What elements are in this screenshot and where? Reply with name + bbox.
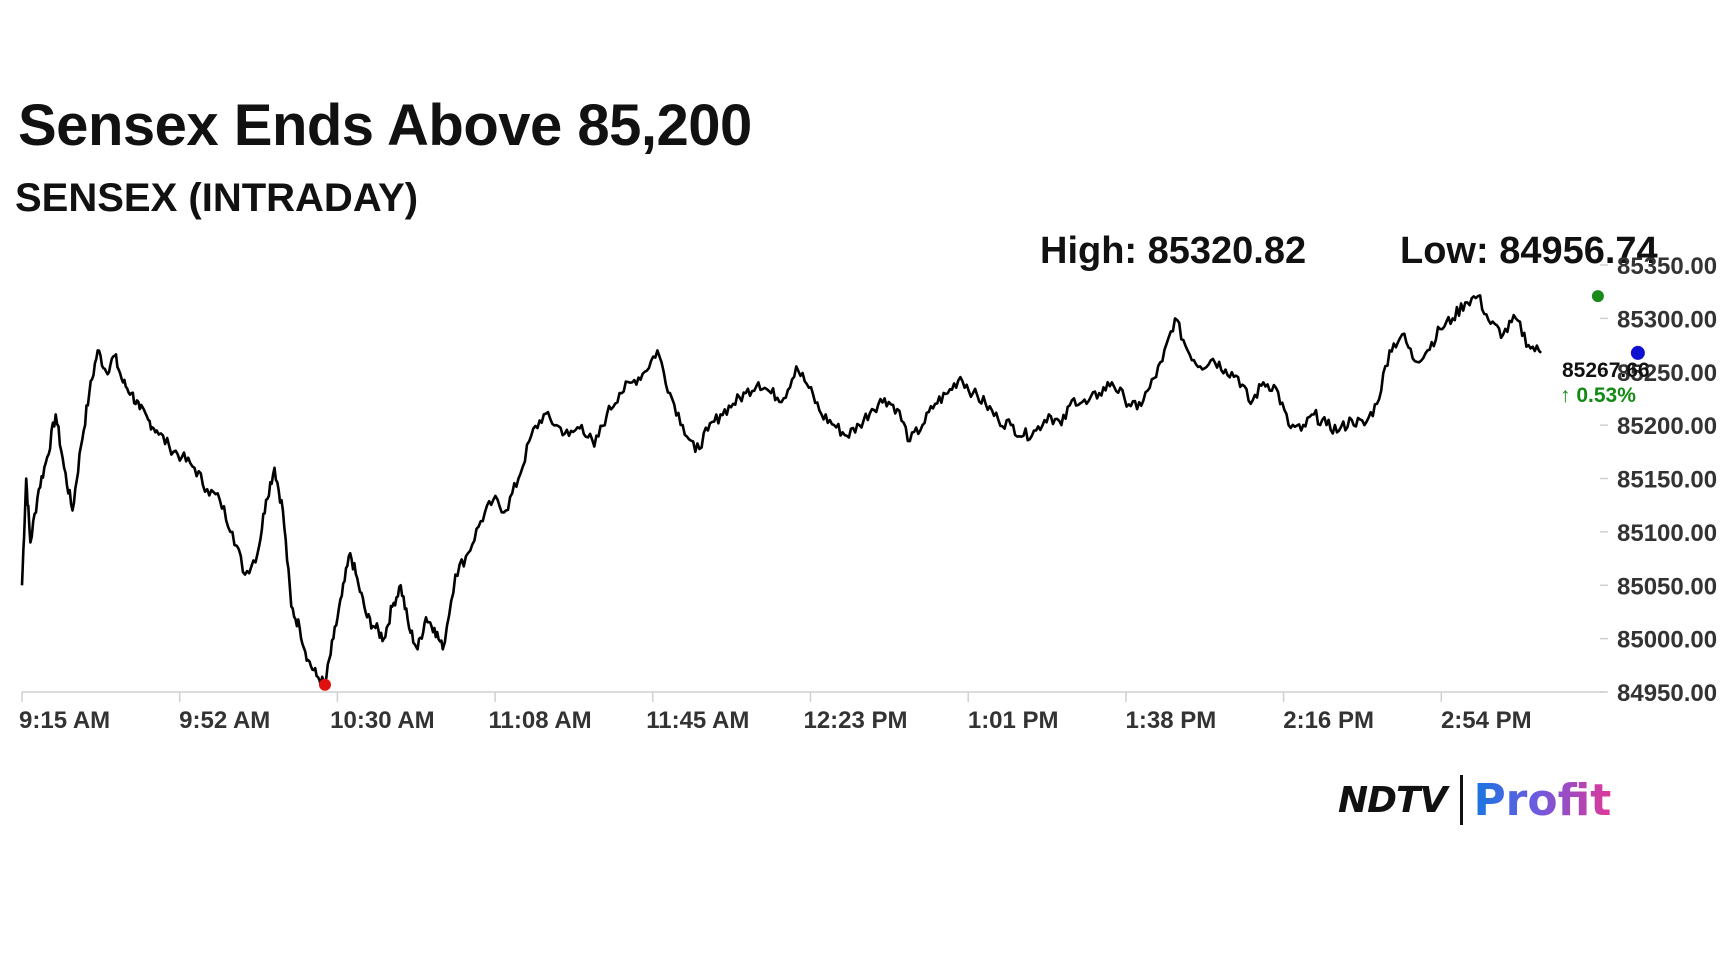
y-tick-label: 85000.00 — [1617, 627, 1717, 654]
y-tick-label: 85150.00 — [1617, 467, 1717, 494]
y-tick-label: 85100.00 — [1617, 520, 1717, 547]
last-change-label: ↑ 0.53% — [1560, 384, 1636, 407]
chart-markers — [318, 290, 1645, 691]
high-value-label: High: 85320.82 — [1040, 230, 1307, 272]
x-tick-label: 12:23 PM — [803, 707, 907, 734]
x-tick-label: 2:16 PM — [1283, 707, 1374, 734]
ndtv-wordmark: NDTV — [1338, 779, 1447, 821]
x-tick-label: 9:15 AM — [19, 707, 110, 734]
x-tick-label: 11:45 AM — [646, 707, 749, 734]
chart-axes: 9:15 AM 9:52 AM 10:30 AM 11:08 AM 11:45 AM 12… — [19, 253, 1717, 734]
x-tick-label: 11:08 AM — [489, 707, 592, 734]
last-price-label: 85267.66 — [1562, 359, 1650, 382]
y-tick-label: 84950.00 — [1617, 680, 1717, 707]
ndtv-profit-logo: NDTV Profit — [1338, 770, 1611, 830]
y-tick-label: 85300.00 — [1617, 306, 1717, 333]
close-point-marker — [1630, 345, 1645, 360]
x-tick-label: 1:01 PM — [968, 707, 1059, 734]
y-tick-label: 85350.00 — [1617, 253, 1717, 280]
low-value-label: Low: 84956.74 — [1400, 230, 1658, 272]
high-point-marker — [1591, 290, 1604, 303]
profit-wordmark: Profit — [1473, 774, 1612, 826]
y-tick-label: 85250.00 — [1617, 360, 1717, 387]
logo-divider — [1460, 775, 1464, 825]
x-tick-label: 10:30 AM — [330, 707, 434, 734]
low-point-marker — [318, 678, 331, 691]
x-tick-label: 1:38 PM — [1126, 707, 1217, 734]
x-tick-label: 9:52 AM — [179, 707, 270, 734]
chart-subtitle: SENSEX (INTRADAY) — [15, 176, 419, 220]
x-tick-label: 2:54 PM — [1441, 707, 1532, 734]
y-tick-label: 85200.00 — [1617, 413, 1717, 440]
headline: Sensex Ends Above 85,200 — [18, 93, 752, 158]
y-tick-label: 85050.00 — [1617, 573, 1717, 600]
series-line — [20, 294, 1543, 687]
